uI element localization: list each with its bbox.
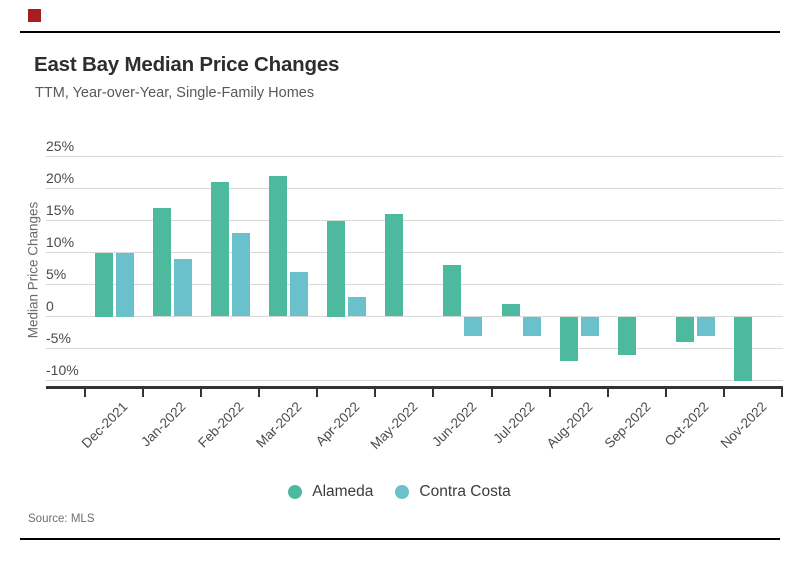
gridline-10- [46,252,783,253]
gridline-15- [46,220,783,221]
x-axis-tick [200,385,203,397]
legend-item-alameda: Alameda [288,483,373,501]
y-tick-label: 10% [46,233,75,250]
gridline-20- [46,188,783,189]
bar-alameda-jan-2022 [153,207,172,317]
bar-alameda-apr-2022 [327,220,346,317]
bar-contra-costa-dec-2021 [116,252,134,317]
legend-label-contra-costa: Contra Costa [419,483,511,500]
bar-alameda-oct-2022 [675,316,694,343]
x-axis-tick [374,385,377,397]
source-note: Source: MLS [28,513,95,525]
chart-title: East Bay Median Price Changes [34,53,340,76]
x-axis-tick [664,385,667,397]
bar-alameda-sep-2022 [617,316,636,355]
y-tick-label: 5% [46,265,67,282]
legend-label-alameda: Alameda [312,483,374,500]
bar-alameda-jun-2022 [443,265,462,317]
chart-subtitle: TTM, Year-over-Year, Single-Family Homes [35,85,315,101]
source-label: Source: [28,513,68,525]
x-axis-tick [780,385,783,397]
bar-alameda-aug-2022 [559,316,578,362]
x-axis-line [46,385,783,389]
bar-contra-costa-aug-2022 [580,316,599,336]
x-axis-tick [316,385,319,397]
legend-dot-alameda [288,485,303,499]
legend-dot-contra-costa [395,485,410,499]
bar-alameda-mar-2022 [269,175,288,317]
bar-contra-costa-jan-2022 [174,258,193,317]
legend: Alameda Contra Costa [0,483,799,501]
gridline-25- [46,156,783,157]
bar-alameda-nov-2022 [733,316,752,381]
top-rule [20,31,780,33]
y-tick-label: 25% [46,137,75,154]
bar-contra-costa-jul-2022 [522,316,541,336]
bar-alameda-may-2022 [385,214,404,317]
bar-contra-costa-feb-2022 [232,233,251,317]
gridline-0 [46,316,783,317]
x-axis-tick [722,385,725,397]
x-axis-tick [606,385,609,397]
x-axis-tick [142,385,145,397]
legend-item-contra-costa: Contra Costa [395,483,511,501]
x-axis-tick [432,385,435,397]
bar-contra-costa-jun-2022 [464,316,483,336]
bar-contra-costa-apr-2022 [348,297,367,317]
bar-contra-costa-mar-2022 [290,271,309,317]
y-tick-label: -10% [46,361,79,378]
y-tick-label: 20% [46,169,75,186]
x-axis-tick [548,385,551,397]
y-tick-label: 0 [46,297,54,314]
bar-alameda-feb-2022 [211,182,230,317]
gridline--10- [46,380,783,381]
bar-alameda-dec-2021 [95,252,113,317]
bar-contra-costa-oct-2022 [696,316,715,336]
x-axis-tick [490,385,493,397]
x-axis-tick [84,385,86,397]
source-value: MLS [70,513,95,525]
y-tick-label: -5% [46,329,71,346]
x-axis-tick [258,385,261,397]
gridline--5- [46,348,783,349]
bottom-rule [20,538,780,540]
red-marker [28,9,41,22]
y-tick-label: 15% [46,201,75,218]
bar-alameda-jul-2022 [501,303,520,317]
gridline-5- [46,284,783,285]
